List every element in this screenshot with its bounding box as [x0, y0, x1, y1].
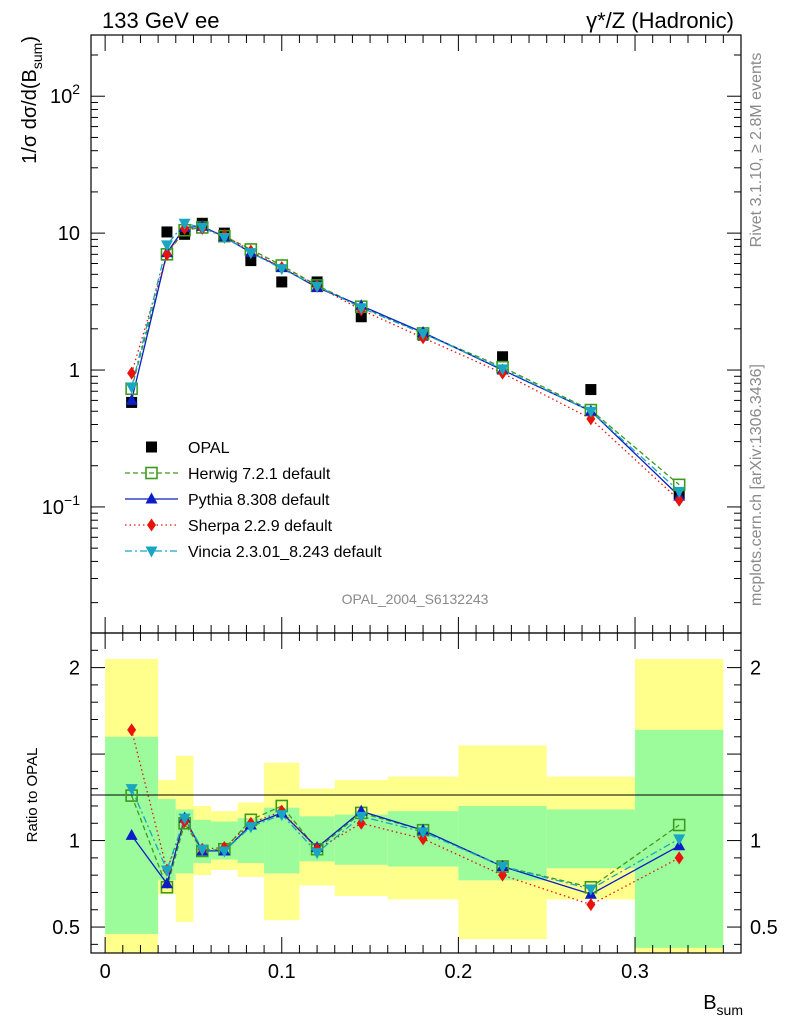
mc-point — [584, 406, 597, 418]
legend-marker — [145, 492, 158, 504]
legend-marker — [145, 466, 158, 480]
main-y-tick-label: 10−1 — [42, 492, 80, 519]
mc-point — [417, 328, 430, 340]
mc-point — [125, 393, 138, 405]
ratio-point — [218, 846, 231, 858]
x-tick-label: 0 — [100, 961, 111, 983]
mc-point — [311, 281, 324, 293]
ratio-y-axis-label: Ratio to OPAL — [24, 748, 41, 843]
legend-entry-label: OPAL — [188, 440, 230, 457]
ratio-point — [355, 811, 368, 823]
ratio-point — [178, 813, 191, 825]
ratio-point — [584, 884, 597, 896]
main-y-tick-label: 102 — [50, 81, 80, 108]
data-point — [585, 384, 597, 396]
x-tick-label: 0.1 — [268, 961, 296, 983]
legend-entry-label: Sherpa 2.2.9 default — [188, 518, 333, 535]
header-right: γ*/Z (Hadronic) — [586, 8, 734, 33]
ratio-point — [498, 868, 508, 882]
mc-point — [586, 412, 596, 426]
ratio-point — [125, 828, 138, 840]
main-series-line — [130, 227, 680, 501]
ratio-band-green — [546, 809, 636, 869]
ratio-y-tick-label-right: 1 — [750, 831, 761, 853]
mc-point — [218, 232, 231, 244]
ratio-y-tick-label-right: 0.5 — [750, 917, 778, 939]
data-point — [161, 226, 173, 238]
main-x-ticks — [104, 35, 742, 633]
mc-point — [673, 486, 686, 498]
ratio-y-tick-label-left: 1 — [69, 831, 80, 853]
ratio-point — [417, 827, 430, 839]
main-y-axis-label: 1/σ dσ/d(Bsum) — [19, 36, 45, 164]
ratio-point — [356, 816, 366, 830]
legend-marker — [147, 518, 156, 532]
data-point — [245, 255, 257, 267]
mc-point — [160, 240, 173, 252]
data-point — [497, 351, 509, 363]
x-tick-label: 0.3 — [621, 961, 649, 983]
mc-point — [496, 364, 509, 376]
ratio-panel: 2 2 1 1 0.5 0.5 0 0.1 0.2 0.3 Ratio to OPAL — [24, 632, 778, 983]
mc-point — [178, 218, 191, 230]
main-series-lines — [130, 222, 680, 501]
ratio-point — [127, 723, 137, 737]
x-tick-label: 0.2 — [444, 961, 472, 983]
ratio-band-green — [193, 819, 212, 864]
legend-marker — [145, 546, 158, 558]
main-y-ticks: 102 10 1 10−1 — [42, 54, 741, 604]
header-left: 133 GeV ee — [102, 8, 219, 33]
legend-entry-label: Vincia 2.3.01_8.243 default — [188, 544, 382, 561]
ratio-y-tick-label-left: 0.5 — [52, 917, 80, 939]
main-y-tick-label: 1 — [69, 360, 80, 382]
ratio-point — [196, 844, 209, 856]
ratio-point — [418, 832, 428, 846]
mc-point — [127, 366, 137, 380]
ratio-point — [160, 865, 173, 877]
main-y-tick-label: 10 — [58, 223, 80, 245]
ratio-point — [673, 834, 686, 846]
mc-point — [674, 493, 684, 507]
x-axis-label: Bsum — [703, 992, 743, 1018]
ratio-point — [672, 818, 686, 832]
main-series-markers — [125, 217, 686, 507]
data-point — [355, 311, 367, 323]
mc-point — [275, 264, 288, 276]
ratio-point — [311, 848, 324, 860]
ratio-y-tick-label-left: 2 — [69, 658, 80, 680]
data-point — [276, 276, 288, 288]
mc-point — [125, 382, 138, 394]
legend-entry-label: Herwig 7.2.1 default — [188, 466, 331, 483]
rivet-label: Rivet 3.1.10, ≥ 2.8M events — [748, 53, 765, 248]
ratio-point — [496, 862, 509, 874]
legend-marker — [146, 441, 157, 453]
ratio-series-markers — [125, 723, 686, 912]
mc-point — [355, 303, 368, 315]
mc-point — [244, 248, 257, 260]
ratio-point — [244, 822, 257, 834]
ratio-x-ticks: 0 0.1 0.2 0.3 — [100, 633, 742, 983]
ratio-point — [674, 851, 684, 865]
ratio-point — [125, 784, 138, 796]
ratio-frame — [90, 632, 742, 954]
legend-entry-label: Pythia 8.308 default — [188, 492, 330, 509]
ratio-uncertainty-bands — [105, 658, 724, 953]
analysis-watermark: OPAL_2004_S6132243 — [342, 591, 489, 607]
ratio-y-tick-label-right: 2 — [750, 658, 761, 680]
mcplots-label: mcplots.cern.ch [arXiv:1306.3436] — [748, 364, 765, 606]
ratio-point — [586, 898, 596, 912]
ratio-point — [160, 877, 173, 889]
ratio-point — [275, 810, 288, 822]
mc-point — [196, 222, 209, 234]
mc-point — [162, 247, 172, 261]
legend: OPAL Herwig 7.2.1 default Pythia 8.308 def… — [125, 440, 382, 561]
ratio-y-ticks: 2 2 1 1 0.5 0.5 — [52, 632, 778, 945]
